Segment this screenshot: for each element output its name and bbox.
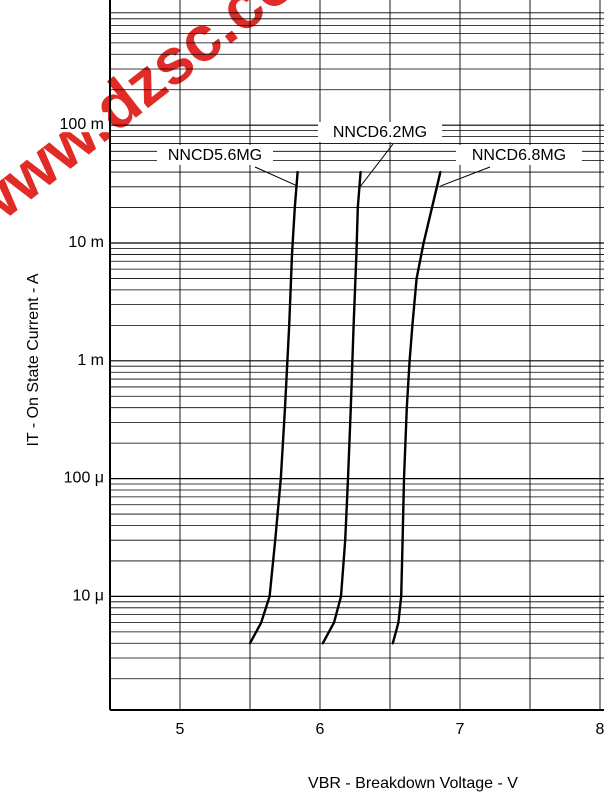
series-label-1: NNCD6.2MG (333, 124, 427, 141)
x-tick-label-2: 7 (456, 721, 465, 738)
series-label-0: NNCD5.6MG (168, 147, 262, 164)
x-tick-label-3: 8 (596, 721, 605, 738)
grid (110, 0, 604, 710)
series-label-bg-2 (456, 145, 582, 165)
y-tick-label-bg-0 (42, 112, 108, 133)
series-leader-2 (440, 166, 491, 187)
series-label-bg-1 (318, 122, 442, 142)
x-tick-label-1: 6 (316, 721, 325, 738)
series-label-bg-0 (157, 145, 273, 165)
y-tick-label-2: 1 m (77, 352, 104, 369)
y-tick-label-3: 100 μ (64, 470, 104, 487)
x-tick-label-0: 5 (176, 721, 185, 738)
y-axis-title: IT - On State Current - A (25, 273, 42, 446)
series-line-0 (248, 170, 299, 645)
x-tick-labels: 5 6 7 8 (176, 721, 605, 738)
y-tick-label-0: 100 m (60, 116, 104, 133)
y-tick-labels: 100 m 10 m 1 m 100 μ 10 μ (42, 112, 108, 604)
series-line-1 (321, 170, 362, 645)
series-leader-0 (254, 166, 298, 187)
y-tick-label-bg-3 (42, 465, 108, 486)
y-tick-label-4: 10 μ (73, 587, 104, 604)
y-tick-label-bg-4 (42, 583, 108, 604)
series-line-2 (391, 170, 442, 645)
series-label-2: NNCD6.8MG (472, 147, 566, 164)
y-tick-label-1: 10 m (68, 234, 104, 251)
x-axis-title: VBR - Breakdown Voltage - V (308, 775, 518, 792)
series (248, 170, 442, 645)
series-leader-1 (360, 143, 394, 187)
y-tick-label-bg-2 (42, 347, 108, 368)
y-tick-label-bg-1 (42, 230, 108, 250)
series-labels: NNCD5.6MG NNCD6.2MG NNCD6.8MG (157, 122, 582, 187)
